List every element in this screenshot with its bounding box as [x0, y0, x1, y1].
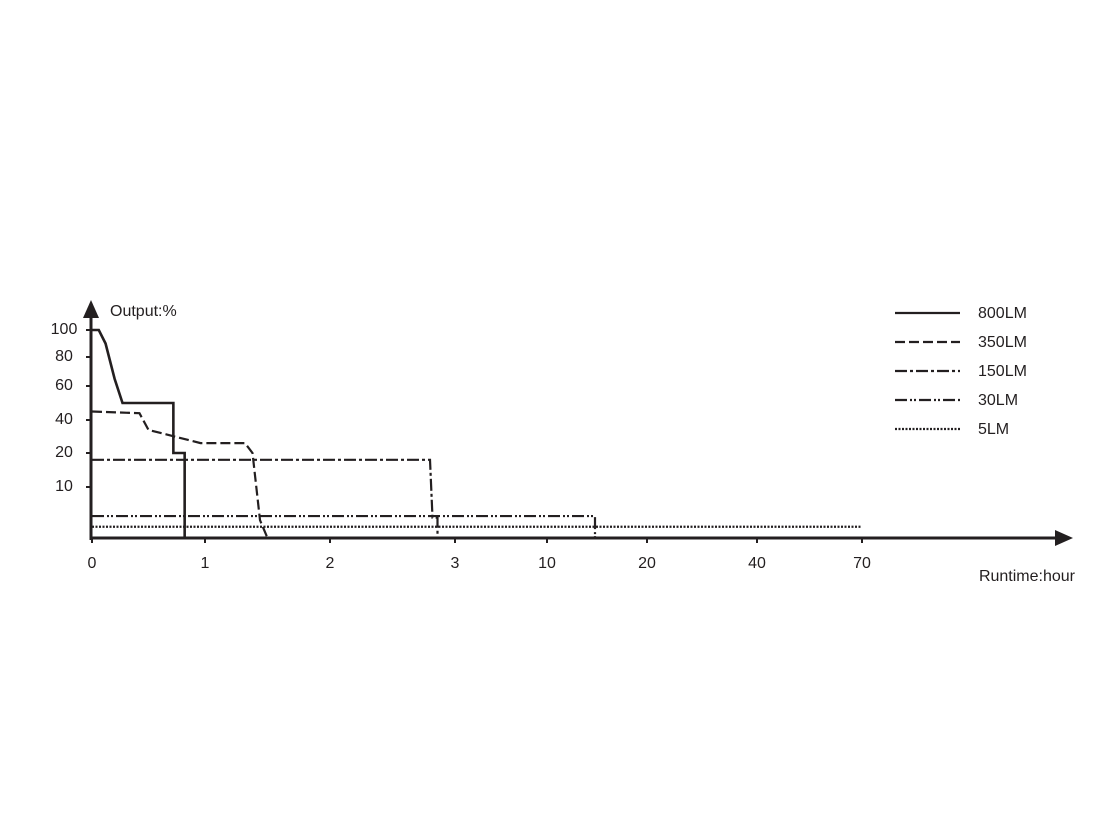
x-tick-label: 3 — [451, 555, 460, 572]
y-axis-arrow — [83, 300, 99, 318]
x-tick-label: 2 — [326, 555, 335, 572]
legend-label: 5LM — [978, 421, 1009, 438]
legend-label: 150LM — [978, 363, 1027, 380]
x-axis-arrow — [1055, 530, 1073, 546]
legend-label: 800LM — [978, 305, 1027, 322]
y-tick-label: 80 — [55, 348, 73, 365]
y-tick-label: 60 — [55, 377, 73, 394]
legend-label: 30LM — [978, 392, 1018, 409]
x-tick-label: 0 — [88, 555, 97, 572]
x-axis-label: Runtime:hour — [979, 568, 1076, 585]
y-tick-label: 10 — [55, 478, 73, 495]
series-line — [92, 328, 186, 538]
y-axis-label: Output:% — [110, 303, 177, 320]
x-tick-label: 70 — [853, 555, 871, 572]
y-tick-label: 20 — [55, 444, 73, 461]
legend-label: 350LM — [978, 334, 1027, 351]
series-line — [91, 410, 269, 539]
y-tick-label: 100 — [51, 321, 78, 338]
x-tick-label: 20 — [638, 555, 656, 572]
x-tick-label: 1 — [201, 555, 210, 572]
y-tick-label: 40 — [55, 411, 73, 428]
x-tick-label: 10 — [538, 555, 556, 572]
x-tick-label: 40 — [748, 555, 766, 572]
series-line — [92, 458, 439, 538]
